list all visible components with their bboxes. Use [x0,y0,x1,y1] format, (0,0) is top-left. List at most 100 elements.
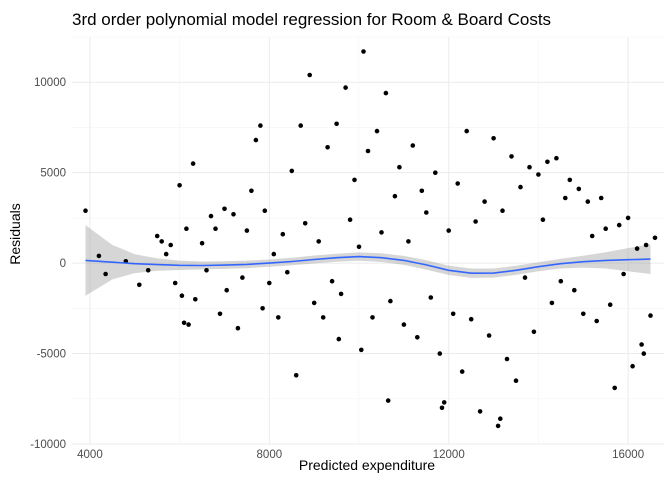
data-point [473,219,478,224]
data-point [415,335,420,340]
data-point [549,300,555,306]
smooth-fit-line [85,255,651,275]
y-tick-label: 5000 [40,168,66,180]
data-point [370,315,375,320]
data-point [343,85,348,90]
data-point [193,297,198,302]
data-point [531,329,537,335]
y-tick-label: 10000 [34,77,66,89]
data-point [235,325,241,331]
data-point [477,409,483,414]
data-point [598,195,604,201]
data-point [607,302,613,308]
data-point [459,369,465,374]
data-point [307,72,313,78]
data-point [468,316,474,322]
data-point [181,320,187,326]
data-point [179,293,185,299]
data-point [276,315,281,320]
data-point [572,287,577,293]
data-point [439,405,445,411]
data-point [361,49,366,54]
data-point [311,300,317,306]
data-point [545,159,550,165]
data-point [482,199,487,204]
y-tick-label: 0 [60,258,66,270]
data-point [336,336,342,342]
data-point [103,271,108,277]
data-point [464,128,470,134]
data-point [540,217,546,222]
data-point [612,385,617,391]
data-point [347,217,353,222]
data-point [293,373,299,378]
data-point [527,164,532,170]
data-point [356,244,362,250]
x-axis-title: Predicted expenditure [299,457,435,473]
data-point [325,145,330,150]
data-point [168,242,173,248]
grid-lines [72,36,664,445]
data-point [576,186,582,192]
data-point [455,181,461,186]
data-point [433,170,438,175]
data-point [334,121,339,127]
data-point [410,143,416,148]
data-point [639,342,644,347]
data-point [163,251,169,257]
data-point [621,271,626,277]
data-point [641,351,647,356]
data-point [513,378,519,384]
data-point [424,210,429,215]
data-point [338,291,344,297]
data-point [498,416,503,422]
data-point [83,208,88,213]
data-point [634,246,640,251]
data-point [585,199,591,204]
data-point [224,287,229,293]
data-point [184,226,189,231]
data-point [625,215,631,221]
data-point [217,311,223,317]
data-point [603,226,608,231]
data-point [253,137,259,143]
data-point [500,208,505,213]
data-point [177,183,182,188]
data-point [383,90,389,96]
confidence-band [85,225,651,296]
data-point [486,333,492,338]
data-point [581,311,586,317]
data-point [267,280,272,286]
data-point [199,240,205,246]
data-point [379,230,384,235]
y-axis-title: Residuals [7,203,23,264]
data-point [441,400,447,405]
data-point [536,172,541,177]
x-tick-label: 8000 [257,449,283,461]
data-point [504,356,510,362]
data-point [271,251,277,257]
data-point [137,282,142,288]
chart-title: 3rd order polynomial model regression fo… [72,10,551,29]
data-point [289,168,295,174]
data-point [298,123,304,128]
data-point [554,155,559,161]
data-point [648,313,653,318]
data-point [419,188,425,194]
data-point [258,123,263,128]
smooth-line [85,255,651,275]
data-point [495,423,501,429]
data-point [589,233,595,239]
data-point [280,231,286,237]
data-point [213,226,218,231]
data-point [388,298,393,304]
data-point [154,233,160,239]
data-point [190,161,196,166]
data-point [260,306,265,311]
data-point [240,275,245,280]
confidence-band-area [85,225,651,296]
y-tick-label: -5000 [37,349,66,361]
data-point [352,177,357,183]
data-point [359,347,364,353]
